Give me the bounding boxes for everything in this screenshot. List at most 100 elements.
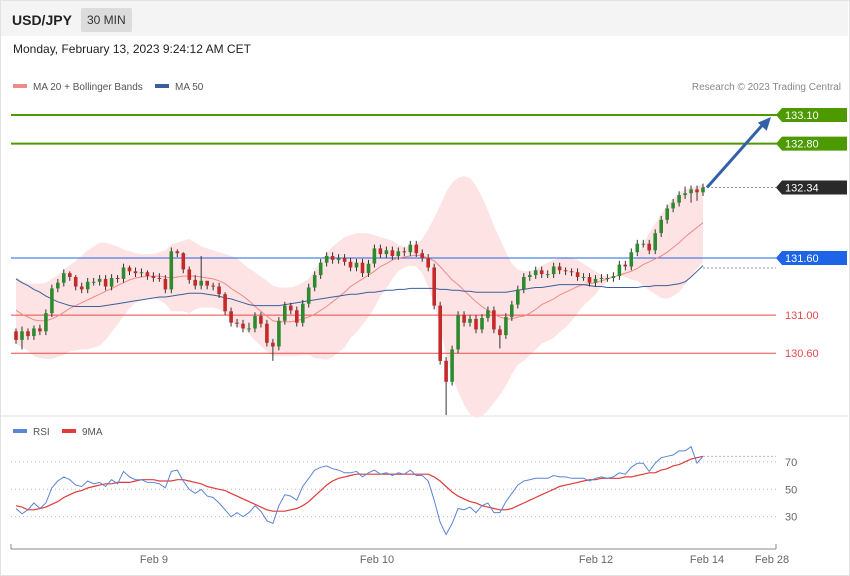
candle-body: [97, 278, 102, 282]
candle: [109, 274, 114, 291]
candle: [38, 324, 42, 336]
ma50-legend-label: MA 50: [175, 82, 204, 93]
candle: [384, 246, 389, 258]
candle: [378, 244, 383, 258]
candle: [330, 252, 335, 264]
forecast-arrow-shaft: [705, 121, 767, 189]
price-plot: 133.10 132.80 132.34 131.60 131.00 130.60: [11, 108, 847, 418]
candle: [605, 274, 610, 282]
candle: [277, 317, 281, 351]
candle: [480, 314, 484, 334]
candle-body: [151, 276, 156, 278]
candle: [306, 283, 311, 308]
candle-body: [38, 328, 42, 332]
candle-body: [372, 248, 377, 264]
candle: [683, 186, 687, 199]
candle: [271, 338, 275, 361]
interval-button[interactable]: 30 MIN: [81, 8, 132, 32]
ma20-line: [15, 222, 704, 323]
candle: [450, 345, 454, 386]
candle: [211, 282, 215, 291]
candle-body: [456, 315, 460, 350]
candle-body: [181, 253, 186, 270]
candle: [151, 272, 156, 282]
forecast-arrow-head: [757, 117, 771, 131]
price-level-label: 132.80: [785, 139, 819, 151]
candle-body: [641, 243, 646, 245]
candle: [157, 273, 162, 282]
candle: [426, 254, 430, 272]
candle-body: [199, 280, 203, 286]
candle-body: [420, 253, 424, 258]
candle: [599, 274, 604, 283]
candle: [91, 277, 96, 286]
candle: [551, 262, 556, 278]
candle-body: [504, 317, 508, 336]
candle: [414, 240, 419, 257]
candle-body: [163, 278, 168, 290]
candle-body: [324, 256, 329, 263]
candle-body: [510, 304, 514, 317]
rsi-legend-label: RSI: [33, 427, 50, 438]
candle: [336, 254, 341, 264]
candle: [462, 311, 466, 327]
candle: [318, 258, 323, 279]
candle-body: [235, 322, 239, 324]
candle-body: [402, 251, 407, 253]
candle-body: [145, 272, 150, 276]
candle-body: [265, 323, 269, 343]
candle: [169, 247, 174, 294]
candle-body: [32, 328, 36, 336]
time-tick-label: Feb 9: [140, 554, 168, 566]
candle-body: [318, 262, 323, 276]
candle-body: [635, 243, 640, 253]
candle: [199, 256, 203, 290]
price-level-tag: [776, 180, 847, 195]
candle-body: [229, 311, 233, 323]
candle: [545, 270, 550, 278]
candle-body: [169, 251, 174, 290]
candle: [103, 275, 108, 291]
candle: [629, 248, 634, 271]
candle-body: [611, 276, 616, 278]
support-label: 131.00: [785, 310, 819, 322]
time-axis-labels: Feb 9 Feb 10 Feb 12 Feb 14 Feb 28: [140, 554, 789, 566]
candle: [444, 357, 448, 416]
candle: [14, 328, 18, 344]
candle: [665, 204, 669, 224]
candle: [229, 307, 233, 327]
candle: [289, 302, 293, 315]
candle: [44, 309, 48, 336]
candle: [569, 268, 574, 277]
candle-body: [480, 318, 484, 330]
candle-body: [56, 282, 60, 289]
rsi-tick-label: 50: [785, 484, 797, 496]
candle-body: [115, 278, 120, 279]
candle: [420, 249, 424, 262]
candle: [85, 277, 90, 294]
candle: [372, 244, 377, 268]
candle: [283, 301, 287, 325]
candle: [516, 285, 520, 309]
candle-body: [623, 264, 628, 267]
candle: [408, 240, 413, 257]
candle-body: [85, 281, 90, 290]
candle: [432, 263, 436, 310]
candle: [623, 260, 628, 271]
candle-body: [62, 273, 66, 283]
candle: [522, 273, 526, 294]
candle-body: [599, 278, 604, 279]
candle-body: [217, 286, 221, 295]
candle-body: [426, 258, 430, 268]
candle: [396, 247, 401, 260]
price-level-tag: [776, 136, 847, 151]
candle-body: [551, 266, 556, 275]
candle: [360, 258, 365, 278]
ma20-legend-swatch: [13, 84, 27, 88]
candle-body: [342, 258, 347, 262]
candle: [312, 271, 317, 292]
candle-body: [701, 187, 705, 193]
candle-body: [396, 251, 401, 257]
candle: [56, 278, 60, 293]
candle: [247, 322, 251, 333]
